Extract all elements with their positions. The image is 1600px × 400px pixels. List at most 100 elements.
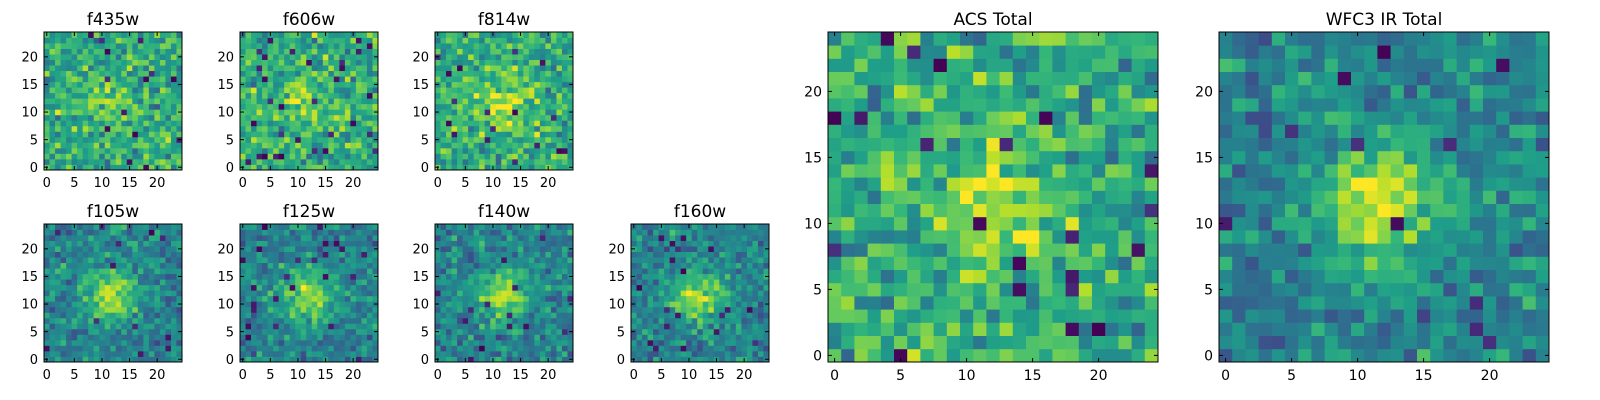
pixel-cell	[110, 109, 117, 116]
pixel-cell	[273, 328, 280, 335]
pixel-cell	[735, 229, 742, 236]
pixel-cell	[328, 356, 335, 363]
pixel-cell	[77, 334, 84, 341]
pixel-cell	[1026, 230, 1040, 244]
pixel-cell	[446, 306, 452, 313]
pixel-cell	[435, 87, 441, 94]
pixel-cell	[339, 350, 346, 357]
pixel-cell	[143, 235, 150, 241]
pixel-cell	[311, 323, 318, 330]
pixel-cell	[170, 257, 177, 264]
pixel-cell	[462, 147, 469, 154]
pixel-cell	[556, 109, 563, 116]
pixel-cell	[501, 65, 508, 72]
pixel-cell	[159, 262, 166, 269]
pixel-cell	[675, 317, 682, 324]
pixel-cell	[556, 65, 563, 72]
pixel-cell	[49, 48, 56, 55]
pixel-cell	[708, 229, 715, 236]
pixel-cell	[273, 136, 280, 143]
pixel-cell	[440, 284, 447, 291]
pixel-cell	[99, 295, 106, 302]
pixel-cell	[71, 240, 78, 247]
pixel-cell	[653, 229, 659, 236]
pixel-cell	[867, 150, 882, 165]
pixel-cell	[708, 306, 715, 313]
pixel-cell	[77, 98, 84, 105]
pixel-cell	[355, 48, 362, 55]
pixel-cell	[82, 54, 89, 60]
pixel-cell	[328, 251, 335, 258]
pixel-cell	[66, 59, 72, 66]
pixel-cell	[1052, 348, 1066, 363]
pixel-cell	[457, 350, 463, 357]
pixel-cell	[311, 109, 318, 116]
pixel-cell	[66, 32, 72, 38]
pixel-cell	[473, 131, 480, 138]
pixel-cell	[154, 103, 161, 110]
pixel-cell	[512, 32, 519, 38]
pixel-cell	[71, 273, 78, 280]
pixel-cell	[143, 37, 150, 44]
pixel-cell	[306, 98, 313, 105]
pixel-cell	[137, 279, 144, 286]
pixel-cell	[468, 323, 475, 330]
pixel-cell	[273, 92, 280, 99]
pixel-cell	[361, 92, 368, 99]
pixel-cell	[366, 98, 373, 105]
pixel-cell	[339, 87, 346, 94]
pixel-cell	[355, 328, 362, 335]
pixel-cell	[545, 37, 552, 44]
pixel-cell	[517, 312, 524, 319]
pixel-cell	[148, 37, 155, 44]
pixel-cell	[468, 125, 475, 132]
pixel-cell	[126, 65, 133, 72]
pixel-cell	[366, 339, 373, 346]
pixel-cell	[295, 153, 302, 160]
pixel-cell	[159, 284, 166, 291]
x-tick-label: 10	[290, 368, 307, 383]
pixel-cell	[295, 262, 302, 269]
pixel-cell	[170, 268, 177, 275]
pixel-cell	[165, 284, 172, 291]
pixel-cell	[165, 350, 172, 357]
pixel-cell	[366, 224, 373, 230]
pixel-cell	[675, 251, 682, 258]
pixel-cell	[273, 224, 280, 230]
pixel-cell	[658, 273, 665, 280]
pixel-cell	[686, 323, 693, 330]
pixel-cell	[300, 81, 307, 88]
pixel-cell	[60, 229, 67, 236]
pixel-cell	[495, 345, 502, 352]
pixel-cell	[317, 279, 324, 286]
pixel-cell	[317, 339, 324, 346]
pixel-cell	[333, 312, 340, 319]
pixel-cell	[361, 345, 368, 352]
pixel-cell	[446, 240, 452, 247]
pixel-cell	[501, 158, 508, 165]
pixel-cell	[143, 279, 150, 286]
pixel-cell	[523, 109, 530, 116]
pixel-cell	[267, 37, 274, 44]
pixel-cell	[317, 131, 324, 138]
pixel-cell	[664, 295, 671, 302]
pixel-cell	[306, 229, 313, 236]
pixel-cell	[495, 279, 502, 286]
pixel-cell	[262, 125, 268, 132]
pixel-cell	[300, 306, 307, 313]
pixel-cell	[60, 268, 67, 275]
pixel-cell	[894, 177, 908, 191]
pixel-cell	[49, 142, 56, 149]
pixel-cell	[451, 323, 458, 330]
pixel-cell	[170, 98, 177, 105]
pixel-cell	[317, 257, 324, 264]
pixel-cell	[523, 76, 530, 83]
pixel-cell	[350, 306, 357, 313]
pixel-cell	[115, 246, 122, 252]
pixel-cell	[361, 339, 368, 346]
pixel-cell	[60, 257, 67, 264]
pixel-cell	[93, 273, 100, 280]
pixel-cell	[512, 257, 519, 264]
pixel-cell	[841, 203, 855, 218]
pixel-cell	[545, 235, 552, 241]
